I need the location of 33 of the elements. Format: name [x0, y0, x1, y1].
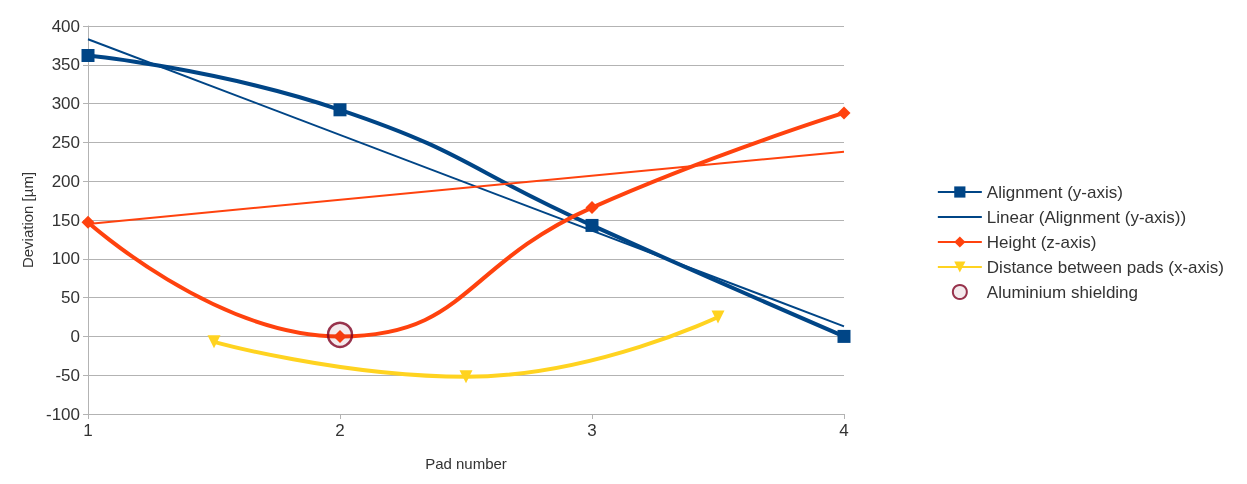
legend-label: Height (z-axis) [986, 232, 1097, 252]
legend-label: Alignment (y-axis) [986, 182, 1123, 202]
point [81, 48, 95, 62]
point [585, 218, 599, 232]
y-tick-label: 50 [61, 288, 80, 308]
point [81, 215, 95, 229]
y-tick-label: -100 [45, 404, 80, 424]
y-tick-label: 100 [51, 249, 80, 269]
x-tick-label: 4 [839, 421, 849, 440]
legend-label: Aluminium shielding [986, 282, 1139, 302]
y-tick-label: 250 [51, 132, 80, 152]
point [837, 106, 851, 120]
y-tick-label: 350 [51, 55, 80, 75]
point [326, 321, 354, 349]
point [837, 329, 851, 343]
y-tick-label: -50 [55, 365, 80, 385]
x-axis-title: Pad number [425, 455, 507, 472]
x-tick-label: 2 [335, 421, 345, 440]
y-tick-label: 150 [51, 210, 80, 230]
point [585, 201, 599, 215]
y-axis-title: Deviation [µm] [19, 171, 37, 269]
y-tick-label: 300 [51, 94, 80, 114]
point [333, 103, 347, 117]
x-tick-label: 1 [83, 421, 93, 440]
point [459, 370, 473, 384]
point [207, 335, 221, 349]
y-tick-label: 0 [70, 326, 80, 346]
legend-label: Distance between pads (x-axis) [986, 257, 1225, 277]
legend-label: Linear (Alignment (y-axis)) [986, 207, 1187, 227]
x-tick-label: 3 [587, 421, 597, 440]
y-tick-label: 200 [51, 171, 80, 191]
point [711, 310, 725, 324]
y-tick-label: 400 [51, 16, 80, 36]
